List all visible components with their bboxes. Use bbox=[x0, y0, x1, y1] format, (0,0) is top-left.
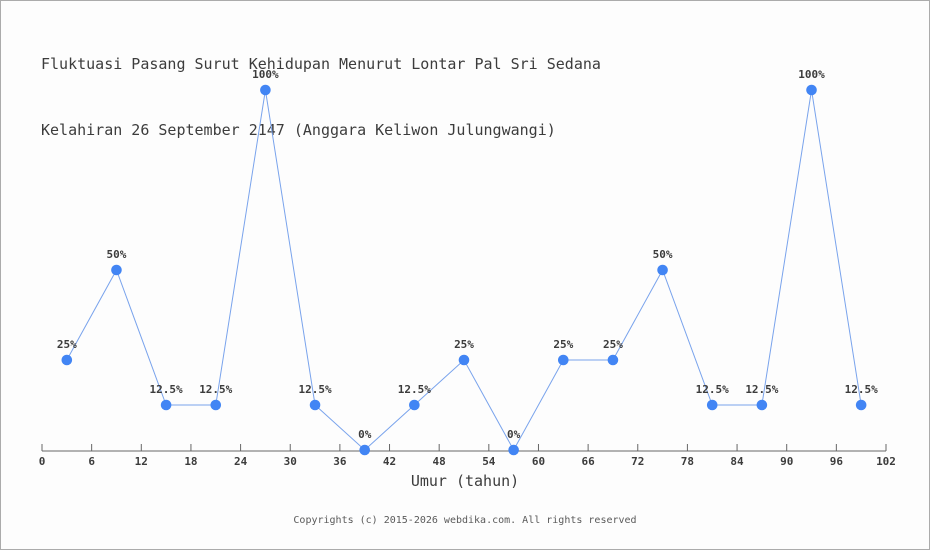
data-point-marker bbox=[111, 264, 122, 276]
data-point-marker bbox=[409, 399, 420, 411]
data-point-label: 12.5% bbox=[398, 383, 431, 396]
x-tick-label: 12 bbox=[135, 455, 148, 468]
x-axis-label: Umur (tahun) bbox=[410, 472, 520, 490]
data-point-marker bbox=[756, 399, 768, 411]
chart-title: Fluktuasi Pasang Surut Kehidupan Menurut… bbox=[41, 9, 601, 185]
chart-title-line-2: Kelahiran 26 September 2147 (Anggara Kel… bbox=[41, 121, 556, 139]
x-tick-label: 84 bbox=[730, 455, 744, 468]
data-point-label: 12.5% bbox=[745, 383, 778, 396]
data-point-marker bbox=[61, 354, 73, 366]
x-tick-label: 24 bbox=[234, 455, 248, 468]
data-point-marker bbox=[160, 399, 172, 411]
chart-title-line-1: Fluktuasi Pasang Surut Kehidupan Menurut… bbox=[41, 55, 601, 73]
data-point-marker bbox=[260, 84, 271, 96]
x-tick-label: 78 bbox=[681, 455, 694, 468]
data-point-label: 100% bbox=[798, 68, 825, 81]
data-point-label: 12.5% bbox=[298, 383, 331, 396]
data-point-marker bbox=[508, 444, 519, 456]
data-point-label: 12.5% bbox=[845, 383, 878, 396]
x-tick-label: 0 bbox=[39, 455, 46, 468]
x-tick-label: 60 bbox=[532, 455, 545, 468]
x-tick-label: 54 bbox=[482, 455, 496, 468]
data-point-label: 50% bbox=[653, 248, 673, 261]
data-point-marker bbox=[706, 399, 718, 411]
data-point-marker bbox=[657, 264, 668, 276]
data-point-label: 12.5% bbox=[199, 383, 232, 396]
data-point-label: 0% bbox=[358, 428, 372, 441]
data-point-label: 25% bbox=[454, 338, 474, 351]
data-point-marker bbox=[210, 399, 222, 411]
x-tick-label: 36 bbox=[333, 455, 347, 468]
data-point-label: 50% bbox=[107, 248, 127, 261]
data-point-label: 12.5% bbox=[150, 383, 183, 396]
x-tick-label: 30 bbox=[284, 455, 297, 468]
x-tick-label: 66 bbox=[581, 455, 595, 468]
data-point-label: 12.5% bbox=[696, 383, 729, 396]
data-point-marker bbox=[855, 399, 867, 411]
data-point-marker bbox=[806, 84, 817, 96]
x-tick-label: 18 bbox=[184, 455, 197, 468]
data-point-marker bbox=[557, 354, 569, 366]
data-point-marker bbox=[359, 444, 371, 456]
x-tick-label: 90 bbox=[780, 455, 793, 468]
x-tick-label: 72 bbox=[631, 455, 644, 468]
data-point-label: 25% bbox=[57, 338, 77, 351]
x-tick-label: 42 bbox=[383, 455, 396, 468]
data-point-marker bbox=[458, 354, 470, 366]
data-point-marker bbox=[607, 354, 619, 366]
data-point-label: 100% bbox=[252, 68, 279, 81]
copyright-footer: Copyrights (c) 2015-2026 webdika.com. Al… bbox=[293, 515, 637, 526]
x-tick-label: 102 bbox=[876, 455, 896, 468]
data-point-label: 25% bbox=[553, 338, 573, 351]
data-point-label: 0% bbox=[507, 428, 521, 441]
data-point-label: 25% bbox=[603, 338, 623, 351]
x-tick-label: 48 bbox=[433, 455, 446, 468]
data-point-marker bbox=[309, 399, 321, 411]
x-tick-label: 96 bbox=[830, 455, 844, 468]
life-curve-line bbox=[66, 89, 862, 452]
x-tick-label: 6 bbox=[88, 455, 95, 468]
